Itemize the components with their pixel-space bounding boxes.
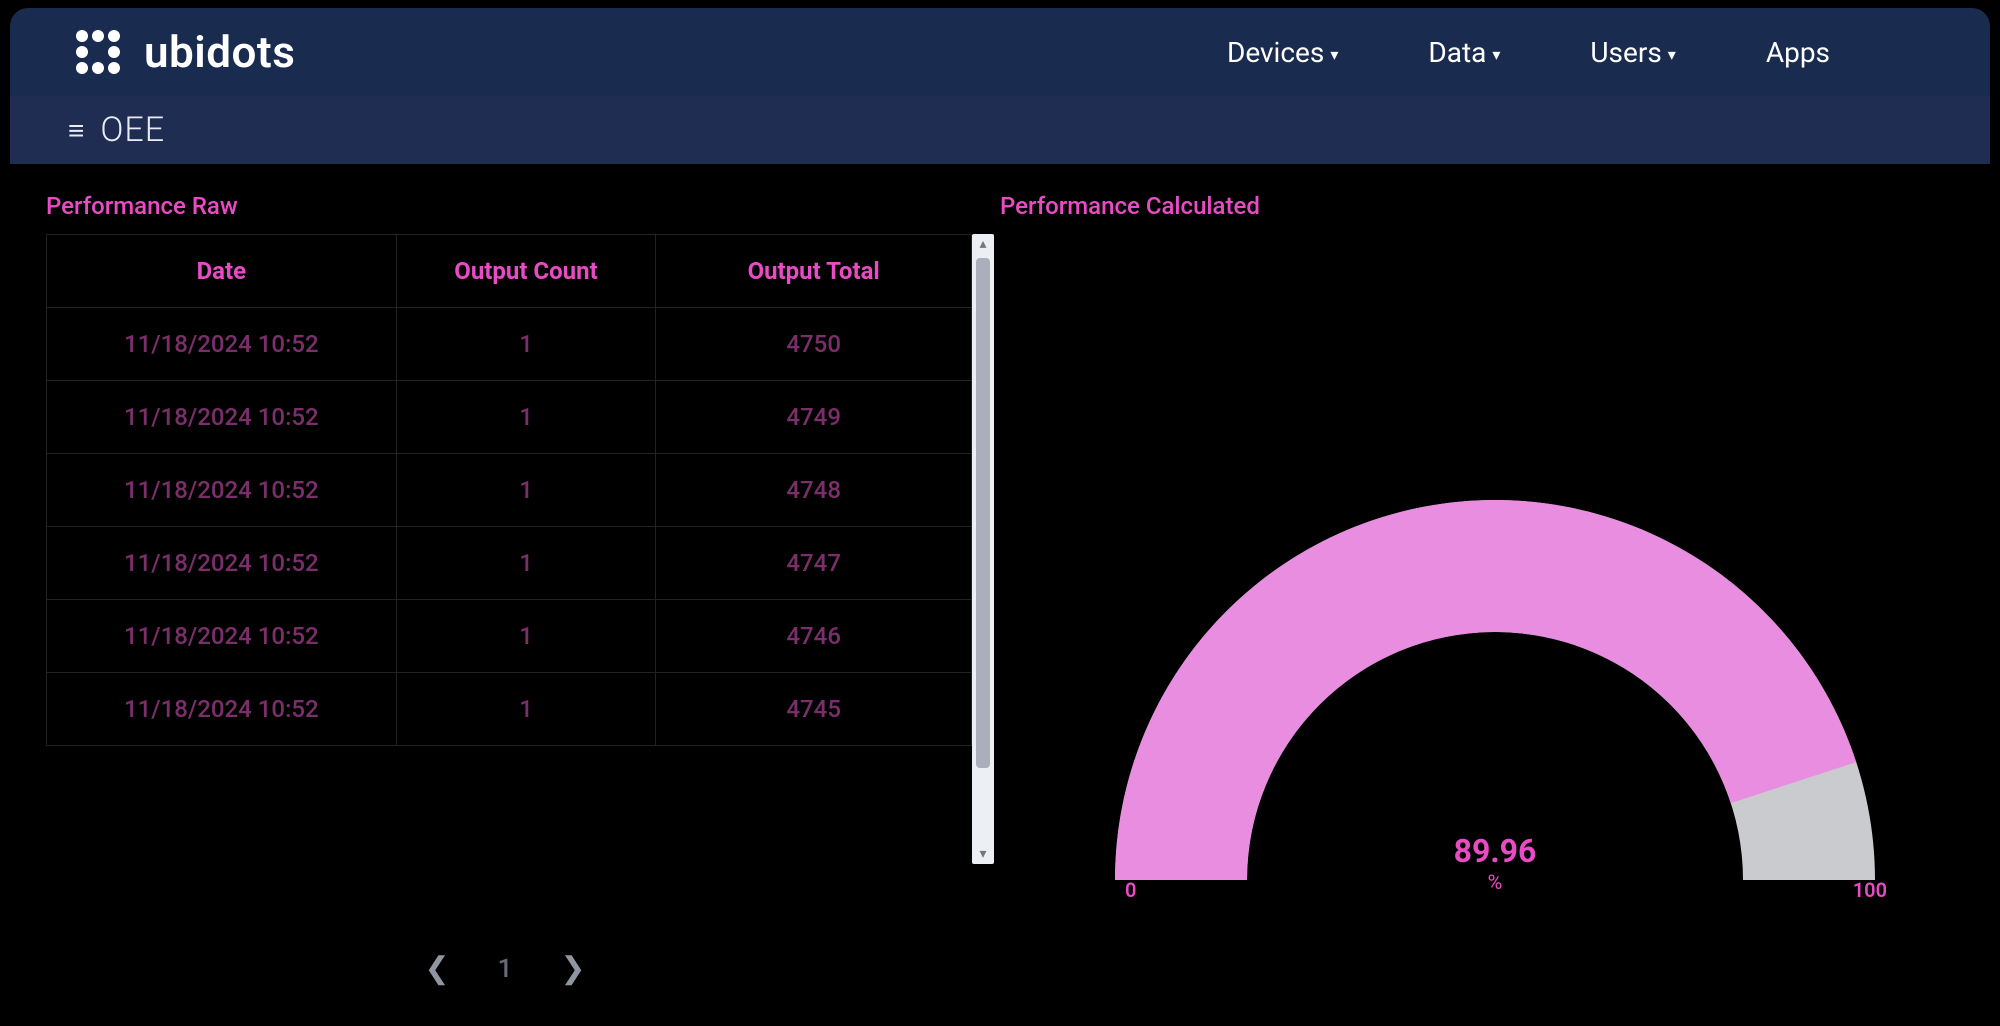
table-cell: 11/18/2024 10:52 — [47, 527, 397, 600]
pager-page-number: 1 — [498, 954, 513, 984]
table-row: 11/18/2024 10:5214747 — [47, 527, 972, 600]
table-scrollbar[interactable]: ▴ ▾ — [972, 234, 994, 864]
table-cell: 4750 — [656, 308, 972, 381]
scroll-down-icon[interactable]: ▾ — [979, 844, 986, 864]
nav-item-devices[interactable]: Devices ▾ — [1227, 36, 1338, 69]
table-cell: 11/18/2024 10:52 — [47, 454, 397, 527]
gauge-title: Performance Calculated — [1000, 192, 1990, 220]
table-header: Output Count — [396, 235, 656, 308]
nav-item-label: Devices — [1227, 36, 1324, 69]
scroll-up-icon[interactable]: ▴ — [979, 234, 986, 254]
table-header: Date — [47, 235, 397, 308]
table-cell: 11/18/2024 10:52 — [47, 673, 397, 746]
panel-performance-calculated: Performance Calculated 89.96 % 0 100 — [1000, 164, 1990, 1008]
menu-icon[interactable]: ≡ — [68, 114, 84, 147]
chevron-down-icon: ▾ — [1668, 45, 1676, 64]
nav-item-apps[interactable]: Apps — [1766, 36, 1830, 69]
nav-item-users[interactable]: Users ▾ — [1590, 36, 1675, 69]
table-pager: ❮ 1 ❯ — [10, 951, 1000, 986]
page-title: OEE — [100, 110, 165, 150]
table-row: 11/18/2024 10:5214748 — [47, 454, 972, 527]
table-cell: 4748 — [656, 454, 972, 527]
performance-table: DateOutput CountOutput Total 11/18/2024 … — [46, 234, 972, 746]
gauge-value: 89.96 — [1045, 832, 1945, 870]
table-cell: 1 — [396, 527, 656, 600]
panel-performance-raw: Performance Raw DateOutput CountOutput T… — [10, 164, 1000, 1008]
table-cell: 4745 — [656, 673, 972, 746]
brand: ubidots — [70, 24, 295, 80]
table-header: Output Total — [656, 235, 972, 308]
table-cell: 4749 — [656, 381, 972, 454]
nav-item-label: Apps — [1766, 36, 1830, 69]
table-cell: 4746 — [656, 600, 972, 673]
table-cell: 4747 — [656, 527, 972, 600]
pager-next-button[interactable]: ❯ — [560, 951, 585, 986]
table-row: 11/18/2024 10:5214746 — [47, 600, 972, 673]
nav-item-data[interactable]: Data ▾ — [1428, 36, 1500, 69]
table-cell: 11/18/2024 10:52 — [47, 381, 397, 454]
gauge-unit: % — [1045, 870, 1945, 894]
table-row: 11/18/2024 10:5214745 — [47, 673, 972, 746]
sub-header: ≡ OEE — [10, 96, 1990, 164]
table-row: 11/18/2024 10:5214750 — [47, 308, 972, 381]
top-navbar: ubidots Devices ▾ Data ▾ Users ▾ Apps — [10, 8, 1990, 96]
table-row: 11/18/2024 10:5214749 — [47, 381, 972, 454]
table-title: Performance Raw — [46, 192, 1000, 220]
table-cell: 1 — [396, 308, 656, 381]
table-cell: 1 — [396, 600, 656, 673]
table-cell: 11/18/2024 10:52 — [47, 308, 397, 381]
main-nav: Devices ▾ Data ▾ Users ▾ Apps — [1227, 36, 1950, 69]
chevron-down-icon: ▾ — [1492, 45, 1500, 64]
brand-name: ubidots — [144, 26, 295, 78]
table-cell: 1 — [396, 673, 656, 746]
scroll-thumb[interactable] — [976, 258, 990, 768]
chevron-down-icon: ▾ — [1330, 45, 1338, 64]
brand-logo-icon — [70, 24, 126, 80]
nav-item-label: Data — [1428, 36, 1486, 69]
pager-prev-button[interactable]: ❮ — [424, 951, 449, 986]
table-cell: 11/18/2024 10:52 — [47, 600, 397, 673]
nav-item-label: Users — [1590, 36, 1661, 69]
gauge-min-label: 0 — [1125, 878, 1136, 902]
gauge-max-label: 100 — [1853, 878, 1887, 902]
gauge-chart — [1045, 400, 1945, 1008]
table-cell: 1 — [396, 381, 656, 454]
table-cell: 1 — [396, 454, 656, 527]
